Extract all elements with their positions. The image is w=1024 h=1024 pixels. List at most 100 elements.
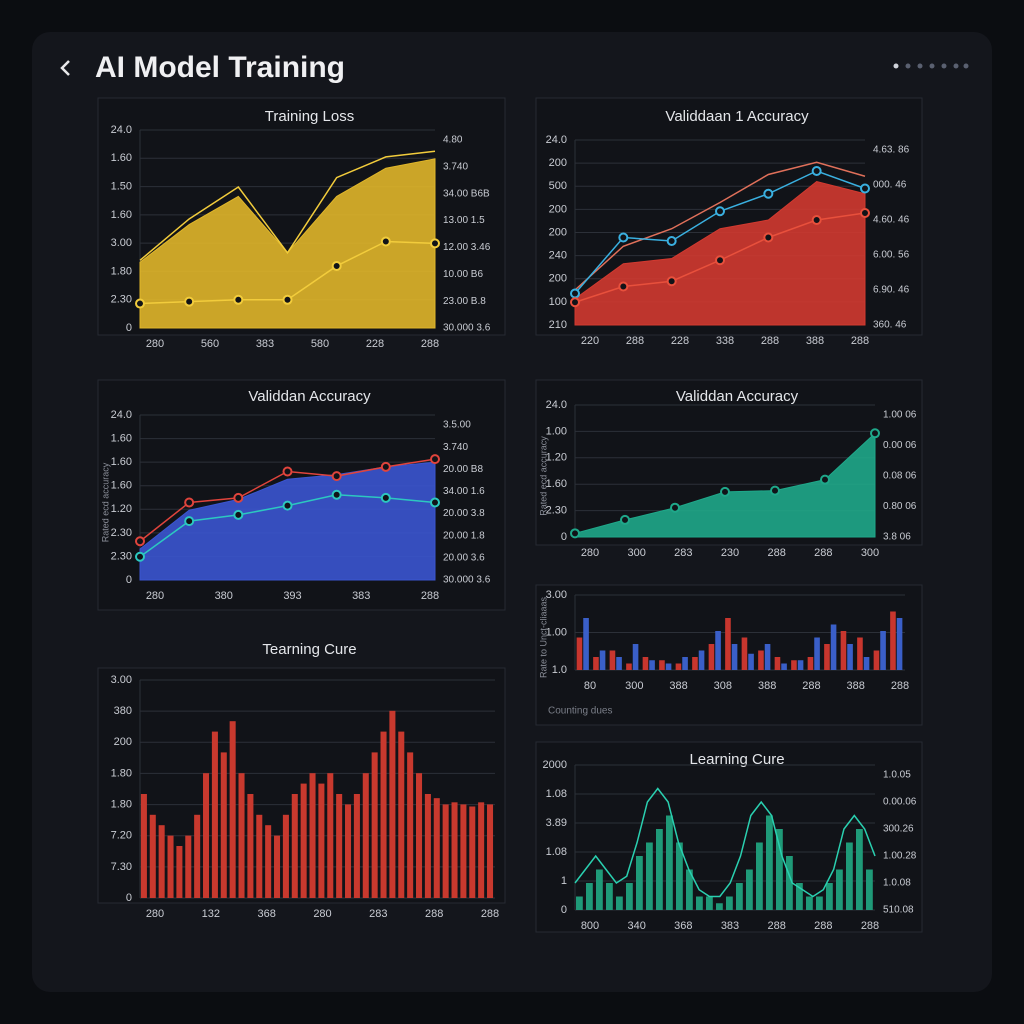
y-tick-label: 500 <box>549 180 567 192</box>
y2-tick-label: 6.90. 46 <box>873 285 910 296</box>
point-marker <box>770 485 780 496</box>
point-marker <box>135 551 145 562</box>
pager-dots[interactable] <box>893 63 969 69</box>
y-tick-label: 3.00 <box>546 589 567 601</box>
bar <box>416 773 423 898</box>
x-tick-label: 560 <box>201 338 219 350</box>
y-tick-label: 0 <box>126 322 132 334</box>
point-marker <box>763 188 774 199</box>
bar <box>890 611 896 670</box>
chart-title: Learning Cure <box>689 751 784 768</box>
bar <box>203 773 210 898</box>
bar <box>336 794 343 898</box>
y-tick-label: 3.00 <box>111 674 132 686</box>
x-tick-label: 380 <box>215 590 233 602</box>
y2-tick-label: 3.740 <box>443 161 468 172</box>
bar <box>626 663 632 670</box>
y-tick-label: 0 <box>126 892 132 904</box>
point-marker <box>715 255 725 266</box>
point-marker <box>570 288 580 299</box>
bar <box>327 773 334 898</box>
bar <box>682 657 688 670</box>
bar <box>583 618 589 670</box>
y-tick-label: 1.60 <box>546 478 567 490</box>
y2-tick-label: 23.00 B.8 <box>443 296 486 307</box>
bar <box>371 752 378 898</box>
y-tick-label: 0 <box>561 904 567 916</box>
y-tick-label: 1.60 <box>111 432 132 444</box>
y2-tick-label: 3.5.00 <box>443 420 471 431</box>
bar <box>725 618 731 670</box>
bar <box>433 798 440 898</box>
x-tick-label: 383 <box>256 338 274 350</box>
bar <box>632 644 639 670</box>
point-marker <box>380 236 391 247</box>
y-tick-label: 7.20 <box>111 830 132 842</box>
x-tick-label: 288 <box>814 547 832 559</box>
y2-tick-label: 510.08 <box>883 905 914 916</box>
y-tick-label: 200 <box>549 203 567 215</box>
bar <box>478 802 485 898</box>
back-button[interactable] <box>60 60 70 76</box>
bar <box>796 883 803 910</box>
bar <box>896 618 903 670</box>
bar <box>836 869 843 910</box>
y-tick-label: 100 <box>549 296 567 308</box>
y-tick-label: 210 <box>549 319 567 331</box>
bar <box>797 660 804 670</box>
bar <box>736 883 743 910</box>
x-tick-label: 288 <box>421 338 439 350</box>
x-tick-label: 280 <box>581 547 599 559</box>
y-tick-label: 1.80 <box>111 767 132 779</box>
point-marker <box>618 281 629 292</box>
x-tick-label: 388 <box>847 680 865 692</box>
bar <box>362 773 369 898</box>
bar <box>451 802 458 898</box>
x-tick-label: 288 <box>814 920 832 932</box>
y-tick-label: 2000 <box>543 759 567 771</box>
bar <box>265 825 272 898</box>
y-axis-title: Rate to Unct-cliaaas <box>538 596 548 678</box>
y2-tick-label: 0.80 06 <box>883 501 917 512</box>
point-marker <box>380 461 391 472</box>
y2-tick-label: 10.00 B6 <box>443 269 483 280</box>
point-marker <box>380 492 391 503</box>
y2-tick-label: 20.00 B8 <box>443 464 483 475</box>
y-tick-label: 200 <box>549 157 567 169</box>
y-tick-label: 1.08 <box>546 788 567 800</box>
point-marker <box>811 166 822 176</box>
x-tick-label: 288 <box>761 335 779 347</box>
y2-tick-label: 360. 46 <box>873 320 907 331</box>
point-marker <box>331 471 342 482</box>
x-tick-label: 288 <box>767 547 785 559</box>
point-marker <box>811 215 822 225</box>
y-tick-label: 1.00 <box>546 626 567 638</box>
bar <box>716 903 723 910</box>
chart-title: Validdaan 1 Accuracy <box>665 108 809 125</box>
x-tick-label: 383 <box>352 590 370 602</box>
point-marker <box>233 509 244 520</box>
y-tick-label: 3.89 <box>546 817 567 829</box>
bar <box>646 842 653 910</box>
y-tick-label: 1.80 <box>111 265 132 277</box>
bar <box>398 731 405 898</box>
point-marker <box>184 497 195 508</box>
bar <box>659 660 665 670</box>
x-tick-label: 308 <box>714 680 732 692</box>
x-tick-label: 288 <box>421 590 439 602</box>
point-marker <box>670 502 680 513</box>
bar <box>776 829 783 910</box>
chart-title: Validdan Accuracy <box>248 388 371 405</box>
line <box>574 161 866 291</box>
bar <box>636 856 643 910</box>
bar <box>706 896 713 910</box>
bar <box>599 650 606 670</box>
bar <box>167 835 174 898</box>
point-marker <box>860 208 870 218</box>
bar <box>806 896 813 910</box>
bar <box>781 663 787 670</box>
x-tick-label: 220 <box>581 335 599 347</box>
bar <box>756 842 763 910</box>
bar <box>708 644 715 670</box>
